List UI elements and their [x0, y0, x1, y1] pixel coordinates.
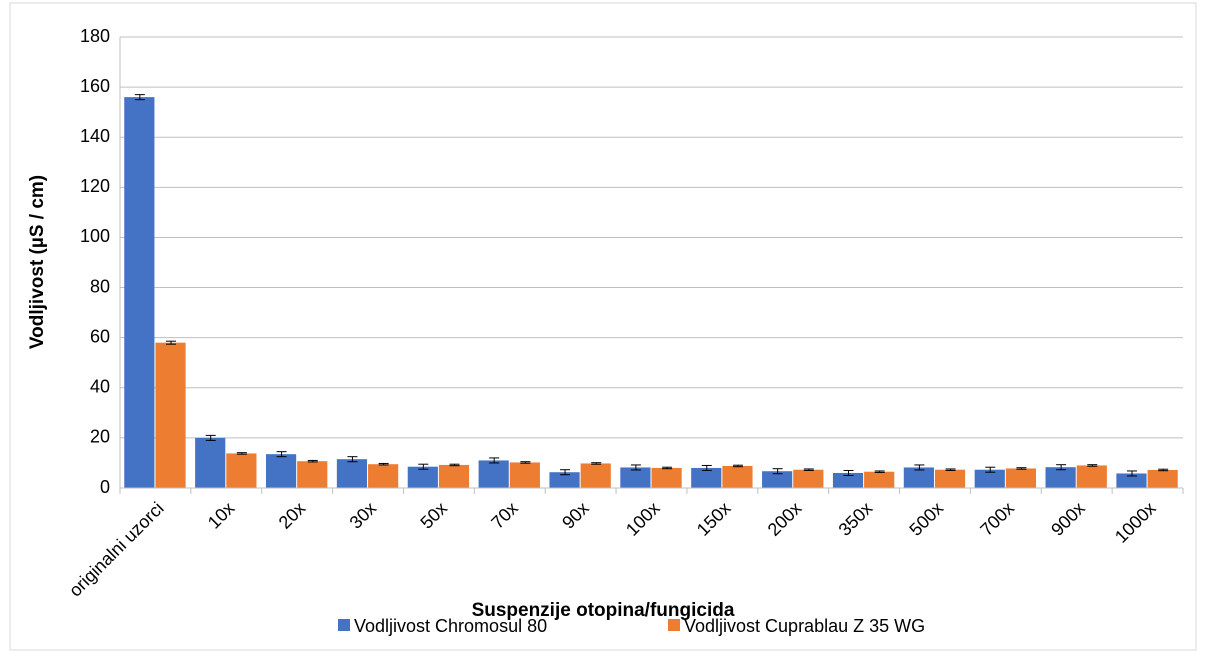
y-tick-label: 0 [100, 477, 110, 497]
y-tick-label: 120 [80, 176, 110, 196]
y-tick-label: 60 [90, 326, 110, 346]
bar [478, 460, 509, 488]
y-tick-label: 160 [80, 76, 110, 96]
x-tick-label: 10x [204, 498, 239, 533]
bar [1076, 465, 1107, 488]
bar [124, 97, 155, 488]
bar [1116, 473, 1147, 488]
x-tick-label: 900x [1047, 498, 1089, 540]
x-tick-label: 30x [346, 498, 381, 533]
bar [620, 467, 651, 488]
y-axis-title: Vodljivost (µS / cm) [27, 175, 48, 349]
bar [762, 471, 793, 488]
bar [1005, 468, 1037, 488]
y-tick-label: 180 [80, 26, 110, 46]
bar [368, 464, 399, 488]
x-tick-label: 50x [416, 498, 451, 533]
legend-label: Vodljivost Cuprablau Z 35 WG [684, 616, 925, 636]
legend-swatch [338, 619, 350, 631]
x-tick-label: 700x [976, 498, 1018, 540]
legend-label: Vodljivost Chromosul 80 [354, 616, 547, 636]
bar [549, 472, 580, 488]
bar [793, 469, 824, 488]
y-tick-label: 40 [90, 377, 110, 397]
y-tick-label: 20 [90, 427, 110, 447]
bar [903, 467, 934, 488]
bar [864, 471, 895, 488]
bar [580, 463, 611, 488]
bar [438, 464, 470, 488]
x-tick-label: 90x [558, 498, 593, 533]
bar [832, 472, 864, 488]
x-tick-label: 350x [835, 498, 877, 540]
legend-swatch [668, 619, 680, 631]
bar [691, 467, 722, 488]
bar [155, 342, 186, 488]
y-tick-label: 100 [80, 226, 110, 246]
x-tick-label: originalni uzorci [65, 498, 168, 601]
chart-border [9, 2, 1197, 651]
bar [934, 469, 966, 488]
bar [226, 453, 257, 488]
bar [722, 465, 753, 488]
x-tick-label: 500x [905, 498, 947, 540]
bar [195, 437, 226, 488]
x-tick-label: 20x [275, 498, 310, 533]
x-tick-label: 70x [487, 498, 522, 533]
bar [407, 466, 438, 488]
bar [1147, 469, 1178, 488]
bar [336, 459, 368, 488]
x-axis-title: Suspenzije otopina/fungicida [472, 600, 735, 621]
bar [509, 462, 540, 488]
x-tick-label: 1000x [1111, 498, 1160, 547]
y-tick-label: 80 [90, 276, 110, 296]
x-tick-label: 200x [764, 498, 806, 540]
x-tick-label: 150x [693, 498, 735, 540]
y-tick-label: 140 [80, 126, 110, 146]
bar [265, 454, 297, 488]
bar [297, 461, 328, 488]
bar [1045, 467, 1076, 488]
x-tick-label: 100x [622, 498, 664, 540]
bar [974, 469, 1005, 488]
bar [651, 467, 682, 488]
